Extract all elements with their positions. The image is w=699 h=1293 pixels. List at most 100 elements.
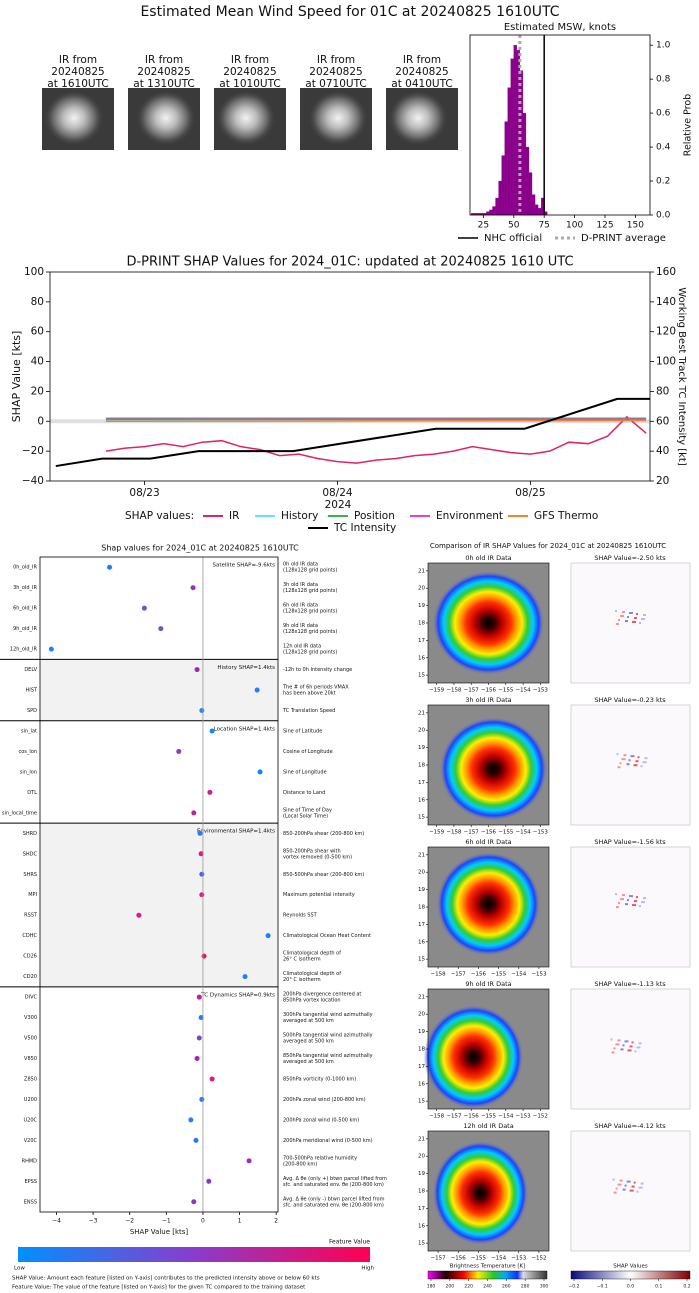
thumbnail-label: IR from (145, 54, 183, 66)
feature-name: SHRS (23, 872, 37, 878)
shap-pixel (625, 620, 628, 622)
lat-tick-label: 20 (418, 1012, 425, 1018)
shap-pixel (624, 1184, 627, 1187)
feature-name: RSST (24, 913, 38, 919)
histogram-bar (531, 194, 536, 216)
y-tick-label: 60 (31, 326, 44, 338)
x-axis-label: SHAP Value [kts] (130, 1228, 189, 1236)
lat-tick-label: 20 (418, 1154, 425, 1160)
shap-dot (209, 1076, 215, 1082)
feature-description: 3h old IR data (283, 582, 318, 588)
shap-pixel (634, 1050, 637, 1053)
lon-tick-label: −158 (446, 830, 462, 836)
shap-pixel (625, 903, 628, 906)
x-tick-label: 0 (201, 1218, 205, 1225)
shap-pixel (629, 612, 633, 614)
shap-pixel (618, 902, 620, 905)
shap-pixel (632, 904, 636, 907)
shap-pixel (622, 611, 625, 613)
shap-pixel (630, 755, 635, 758)
feature-name: sin_lon (20, 769, 37, 775)
thumbnail-label: 20240825 (309, 66, 362, 78)
feature-name: V20C (24, 1138, 38, 1144)
shap-panel-title: SHAP Value=-2.50 kts (594, 554, 666, 562)
lon-tick-label: −154 (516, 688, 532, 694)
feature-name: 6h_old_IR (13, 606, 37, 612)
shap-pixel (640, 1182, 644, 1185)
colorbar-tick-label: 0.2 (683, 1284, 690, 1290)
shap-pixel (642, 761, 647, 764)
y2-tick-label: 40 (656, 445, 669, 457)
lon-tick-label: −152 (533, 1114, 548, 1120)
lon-tick-label: −156 (464, 1114, 480, 1120)
lat-tick-label: 16 (418, 1223, 425, 1229)
lat-tick-label: 16 (418, 797, 425, 803)
x-tick-label: −4 (52, 1218, 61, 1225)
histogram-bar (486, 211, 490, 216)
lon-tick-label: −159 (429, 830, 445, 836)
y-tick-label: 0.2 (656, 177, 670, 187)
feature-description: The # of 6h periods VMAX (282, 685, 349, 691)
shap-pixel (636, 896, 638, 899)
shap-pixel (617, 766, 621, 769)
shap-pixel (617, 1183, 622, 1186)
feature-description: 300hPa tangential wind azimuthally (283, 1012, 373, 1018)
shap-pixel (637, 756, 640, 759)
shap-panel-title: SHAP Value=-0.23 kts (594, 696, 666, 704)
x-tick-label: −1 (162, 1218, 171, 1225)
shap-dot (207, 789, 213, 795)
feature-name: CDHC (22, 933, 37, 939)
lat-tick-label: 20 (418, 728, 425, 734)
thumbnail-label: 20240825 (51, 66, 104, 78)
feature-description: 850hPa tangential wind azimuthally (283, 1053, 373, 1059)
lon-tick-label: −157 (451, 972, 467, 978)
thumbnail-label: 20240825 (395, 66, 448, 78)
legend-label: NHC official (484, 233, 542, 244)
colorbar-tick-label: 220 (464, 1284, 473, 1290)
feature-name: ENSS (24, 1199, 37, 1205)
feature-description: (128x128 grid points) (283, 609, 337, 615)
histogram-bar (510, 58, 514, 216)
feature-description: Cosine of Longitude (283, 749, 333, 755)
feature-description: has been above 20kt (283, 691, 336, 697)
lat-tick-label: 21 (418, 994, 425, 1000)
feature-name: MPI (28, 892, 37, 898)
shap-dot (196, 1035, 202, 1041)
feature-description: (128x128 grid points) (283, 629, 337, 635)
shap-pixel (639, 905, 641, 908)
ir-storm (432, 1141, 529, 1245)
feature-name: DTL (27, 790, 37, 796)
lon-tick-label: −155 (498, 830, 514, 836)
shap-dot (209, 728, 215, 734)
feature-description: 500hPa tangential wind azimuthally (283, 1033, 373, 1039)
lat-tick-label: 20 (418, 870, 425, 876)
feature-description: Climatological depth of (283, 951, 341, 957)
colorbar (18, 1247, 370, 1262)
feature-description: 200hPa meridional wind (0-500 km) (283, 1138, 373, 1144)
shap-pixel (622, 894, 625, 897)
shap-dot (191, 810, 197, 816)
shap-pixel (633, 764, 638, 767)
lat-tick-label: 15 (418, 1241, 425, 1247)
lat-tick-label: 18 (418, 621, 425, 627)
y2-tick-label: 100 (656, 356, 676, 368)
lat-tick-label: 18 (418, 1189, 425, 1195)
feature-description: Climatological Ocean Heat Content (283, 933, 371, 939)
x-tick-label: −2 (125, 1218, 134, 1225)
feature-name: 12h_old_IR (10, 647, 38, 653)
thumbnail-label: at 1310UTC (133, 78, 194, 90)
lat-tick-label: 21 (418, 710, 425, 716)
y-tick-label: 20 (31, 385, 44, 397)
lat-tick-label: 19 (418, 1171, 425, 1177)
shap-pixel (617, 1039, 621, 1042)
feature-description: Sine of Longitude (283, 769, 327, 775)
feature-name: CD20 (23, 974, 37, 980)
shap-dot (198, 1015, 204, 1021)
lat-tick-label: 18 (418, 1047, 425, 1053)
lat-tick-label: 15 (418, 957, 425, 963)
feature-description: averaged at 500 km (283, 1018, 334, 1024)
feature-description: 6h old IR data (283, 603, 318, 609)
shap-dot (158, 626, 164, 632)
shap-pixel (634, 900, 637, 903)
colorbar-low: Low (14, 1266, 25, 1272)
